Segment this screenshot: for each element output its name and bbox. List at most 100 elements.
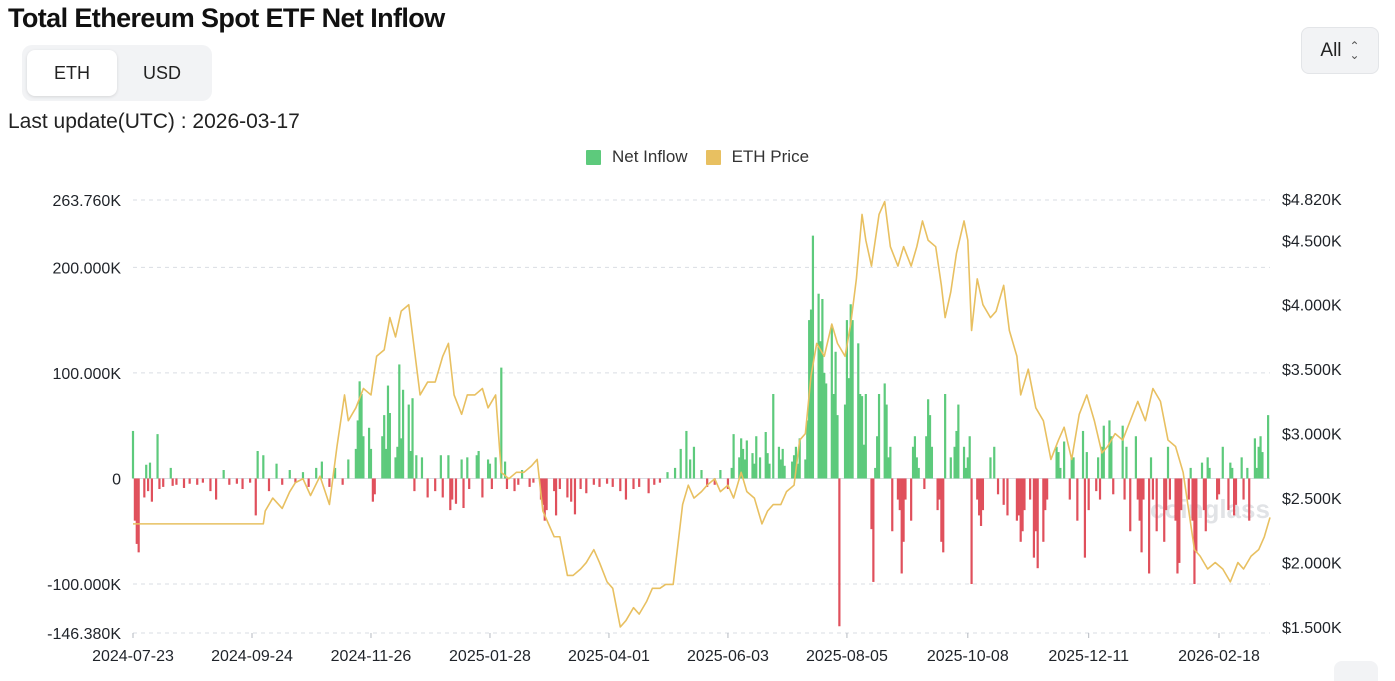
net-inflow-bar bbox=[755, 436, 758, 479]
net-inflow-bar bbox=[307, 478, 310, 487]
net-inflow-bar bbox=[267, 478, 271, 492]
legend-item-net-inflow[interactable]: Net Inflow bbox=[585, 147, 688, 167]
right-axis-tick-label: $1.500K bbox=[1282, 620, 1342, 637]
net-inflow-bar bbox=[996, 478, 1000, 495]
net-inflow-bar bbox=[1166, 446, 1170, 479]
x-axis-tick-label: 2024-11-26 bbox=[331, 648, 412, 665]
net-inflow-bar bbox=[517, 478, 520, 485]
net-inflow-bar bbox=[944, 394, 947, 479]
grid-lines bbox=[133, 199, 1270, 634]
net-inflow-bar bbox=[369, 448, 373, 479]
net-inflow-bar bbox=[968, 436, 971, 479]
net-inflow-bar bbox=[860, 396, 864, 479]
net-inflow-bar bbox=[1059, 467, 1062, 479]
left-axis-tick-label: 263.760K bbox=[52, 193, 121, 210]
watermark: coinglass bbox=[1150, 494, 1270, 524]
left-axis-tick-label: 0 bbox=[112, 471, 121, 488]
net-inflow-bar bbox=[1178, 478, 1181, 563]
right-axis-tick-label: $3.000K bbox=[1282, 427, 1342, 444]
legend-swatch-eth-price bbox=[705, 149, 721, 165]
net-inflow-bar bbox=[1261, 452, 1264, 479]
net-inflow-bar bbox=[1165, 478, 1168, 511]
net-inflow-bar bbox=[970, 478, 973, 585]
net-inflow-bar bbox=[768, 463, 771, 479]
net-inflow-bar bbox=[362, 436, 365, 479]
net-inflow-bar bbox=[751, 453, 754, 479]
net-inflow-bar bbox=[241, 478, 244, 490]
net-inflow-bar bbox=[1234, 478, 1238, 505]
net-inflow-bar bbox=[462, 478, 465, 509]
net-inflow-bar bbox=[145, 464, 148, 479]
net-inflow-bar bbox=[887, 457, 890, 479]
net-inflow-bar bbox=[1227, 478, 1230, 511]
net-inflow-bar bbox=[889, 446, 892, 479]
net-inflow-bar bbox=[1019, 478, 1022, 542]
net-inflow-bar bbox=[658, 478, 662, 483]
net-inflow-bar bbox=[573, 478, 577, 515]
net-inflow-bar bbox=[1187, 478, 1190, 500]
net-inflow-bar bbox=[1087, 478, 1090, 511]
x-axis-tick-label: 2024-07-23 bbox=[92, 648, 174, 665]
net-inflow-bar bbox=[1267, 415, 1270, 479]
net-inflow-bar bbox=[388, 413, 391, 479]
net-inflow-bar bbox=[135, 478, 138, 544]
net-inflow-bar bbox=[1129, 478, 1132, 532]
net-inflow-bar bbox=[862, 444, 866, 479]
net-inflow-bar bbox=[1174, 478, 1177, 521]
net-inflow-bar bbox=[1072, 457, 1075, 479]
right-axis-tick-label: $2.500K bbox=[1282, 491, 1342, 508]
net-inflow-bar bbox=[520, 470, 524, 479]
net-inflow-bar bbox=[825, 383, 828, 479]
net-inflow-bar bbox=[554, 478, 558, 516]
net-inflow-bar bbox=[605, 478, 609, 484]
net-inflow-bar bbox=[900, 478, 903, 574]
net-inflow-bar bbox=[811, 235, 815, 479]
net-inflow-bar bbox=[1148, 478, 1151, 574]
net-inflow-bar bbox=[468, 478, 471, 490]
net-inflow-bar bbox=[772, 394, 775, 479]
chevron-up-down-icon: ⌃ ⌄ bbox=[1349, 38, 1360, 62]
scroll-handle[interactable] bbox=[1334, 661, 1378, 681]
net-inflow-bar bbox=[766, 453, 769, 479]
net-inflow-bar bbox=[441, 478, 444, 498]
net-inflow-bar bbox=[439, 455, 442, 479]
net-inflow-bar bbox=[898, 478, 901, 511]
net-inflow-bar bbox=[201, 478, 204, 483]
unit-usd-button[interactable]: USD bbox=[117, 50, 207, 96]
range-select[interactable]: All ⌃ ⌄ bbox=[1301, 27, 1379, 74]
net-inflow-bar bbox=[275, 463, 278, 479]
net-inflow-bar bbox=[823, 372, 826, 479]
legend-item-eth-price[interactable]: ETH Price bbox=[705, 147, 809, 167]
net-inflow-bar bbox=[426, 478, 429, 498]
right-axis-tick-label: $4.820K bbox=[1282, 192, 1342, 209]
net-inflow-bar bbox=[1155, 478, 1158, 532]
net-inflow-bar bbox=[333, 467, 337, 479]
net-inflow-bar bbox=[400, 438, 403, 479]
net-inflow-bar bbox=[356, 420, 359, 479]
net-inflow-bar bbox=[832, 394, 835, 479]
net-inflow-bar bbox=[896, 478, 900, 500]
net-inflow-bar bbox=[148, 462, 152, 479]
net-inflow-bar bbox=[783, 465, 786, 479]
net-inflow-bar bbox=[1140, 478, 1143, 553]
net-inflow-bar bbox=[475, 455, 478, 479]
net-inflow-bar bbox=[505, 478, 509, 490]
net-inflow-bar bbox=[1180, 478, 1183, 511]
unit-eth-button[interactable]: ETH bbox=[27, 50, 117, 96]
net-inflow-bar bbox=[928, 415, 932, 479]
net-inflow-bar bbox=[188, 478, 191, 484]
net-inflow-bar bbox=[936, 478, 939, 511]
net-inflow-bar bbox=[1134, 436, 1137, 479]
net-inflow-bar bbox=[294, 478, 297, 483]
net-inflow-bar bbox=[1168, 478, 1171, 500]
net-inflow-bar bbox=[434, 478, 437, 492]
net-inflow-bar bbox=[156, 434, 159, 479]
net-inflow-bar bbox=[1193, 478, 1196, 585]
net-inflow-bar bbox=[713, 478, 716, 485]
net-inflow-bar bbox=[494, 457, 497, 479]
net-inflow-bar bbox=[1070, 457, 1073, 479]
unit-toggle: ETH USD bbox=[22, 45, 212, 101]
net-inflow-bar bbox=[1110, 436, 1113, 479]
net-inflow-bar bbox=[1083, 478, 1087, 558]
net-inflow-bar bbox=[171, 478, 174, 486]
